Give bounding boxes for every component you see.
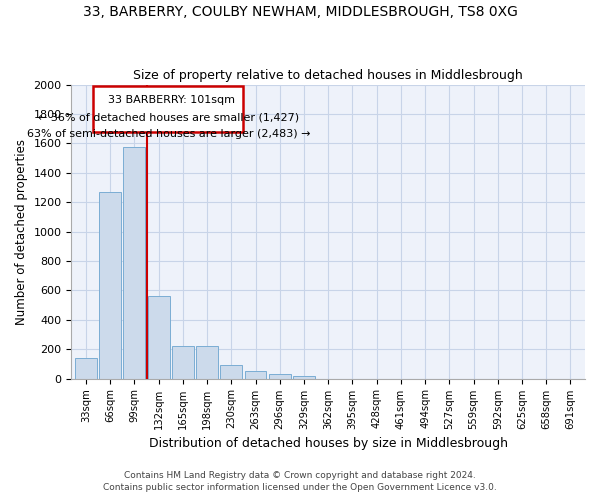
Bar	[172, 346, 194, 378]
FancyBboxPatch shape	[93, 86, 244, 132]
Bar	[269, 374, 290, 378]
Text: 33, BARBERRY, COULBY NEWHAM, MIDDLESBROUGH, TS8 0XG: 33, BARBERRY, COULBY NEWHAM, MIDDLESBROU…	[83, 5, 517, 19]
Bar	[220, 364, 242, 378]
Bar	[75, 358, 97, 378]
Text: ← 36% of detached houses are smaller (1,427): ← 36% of detached houses are smaller (1,…	[38, 112, 299, 122]
Bar	[196, 346, 218, 378]
Y-axis label: Number of detached properties: Number of detached properties	[15, 138, 28, 324]
Text: 63% of semi-detached houses are larger (2,483) →: 63% of semi-detached houses are larger (…	[26, 128, 310, 138]
Bar	[245, 371, 266, 378]
Bar	[124, 146, 145, 378]
Bar	[99, 192, 121, 378]
Text: 33 BARBERRY: 101sqm: 33 BARBERRY: 101sqm	[101, 95, 235, 105]
X-axis label: Distribution of detached houses by size in Middlesbrough: Distribution of detached houses by size …	[149, 437, 508, 450]
Bar	[148, 296, 170, 378]
Bar	[293, 376, 315, 378]
Title: Size of property relative to detached houses in Middlesbrough: Size of property relative to detached ho…	[133, 69, 523, 82]
Text: Contains HM Land Registry data © Crown copyright and database right 2024.
Contai: Contains HM Land Registry data © Crown c…	[103, 471, 497, 492]
